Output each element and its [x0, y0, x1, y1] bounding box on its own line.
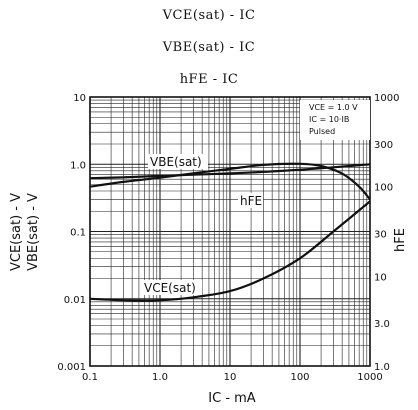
series-label-bg-hfe	[238, 193, 263, 208]
chart-title-hfe: hFE - IC	[179, 72, 239, 87]
series-line-vbe-sat	[89, 163, 371, 180]
series-line-vce-sat	[89, 200, 371, 302]
y-right-tick-label: 1000	[374, 93, 399, 104]
y-axis-label-vbesat: VBE(sat) - V	[26, 193, 41, 271]
tick-labels: 0.1 1.0 10 100 1000 10 1.0 0.1 0.01 0.001 1000 300 1…	[57, 93, 399, 383]
conditions-box: VCE = 1.0 V IC = 10·IB Pulsed	[300, 100, 370, 140]
series-label-vce-sat: VCE(sat)	[144, 281, 196, 295]
y-right-tick-label: 100	[374, 183, 393, 194]
chart-title-vcesat: VCE(sat) - IC	[162, 8, 256, 23]
x-axis-label: IC - mA	[208, 391, 256, 406]
y-axis-label-vcesat: VCE(sat) - V	[9, 193, 24, 271]
x-tick-label: 1000	[357, 372, 382, 383]
y-left-tick-label: 10	[73, 93, 86, 104]
plot-frame	[89, 96, 371, 367]
series-label-vbe-sat: VBE(sat)	[150, 155, 202, 169]
x-tick-label: 100	[290, 372, 309, 383]
series-labels: VBE(sat) hFE VCE(sat)	[142, 154, 263, 295]
series-label-bg-vbe-sat	[148, 154, 208, 169]
data-curves	[89, 162, 371, 302]
y-left-tick-label: 1.0	[70, 160, 86, 171]
y-right-tick-label: 10	[374, 272, 387, 283]
x-tick-label: 1.0	[152, 372, 168, 383]
y-left-tick-label: 0.1	[70, 228, 86, 239]
y-left-tick-label: 0.001	[57, 362, 86, 373]
series-label-bg-vce-sat	[142, 280, 202, 295]
x-tick-label: 0.1	[82, 372, 98, 383]
series-line-hfe	[89, 162, 371, 201]
y-right-tick-label: 300	[374, 140, 393, 151]
condition-vce: VCE = 1.0 V	[309, 103, 358, 112]
y-right-tick-label: 1.0	[374, 362, 390, 373]
series-label-hfe: hFE	[240, 194, 262, 208]
y-left-tick-label: 0.01	[64, 295, 86, 306]
chart-title-vbesat: VBE(sat) - IC	[162, 40, 256, 55]
condition-ic: IC = 10·IB	[309, 115, 349, 124]
x-tick-label: 10	[224, 372, 237, 383]
condition-pulsed: Pulsed	[309, 127, 335, 136]
y-right-tick-label: 30	[374, 230, 387, 241]
y-right-tick-label: 3.0	[374, 319, 390, 330]
y-axis-label-hfe: hFE	[393, 228, 408, 252]
